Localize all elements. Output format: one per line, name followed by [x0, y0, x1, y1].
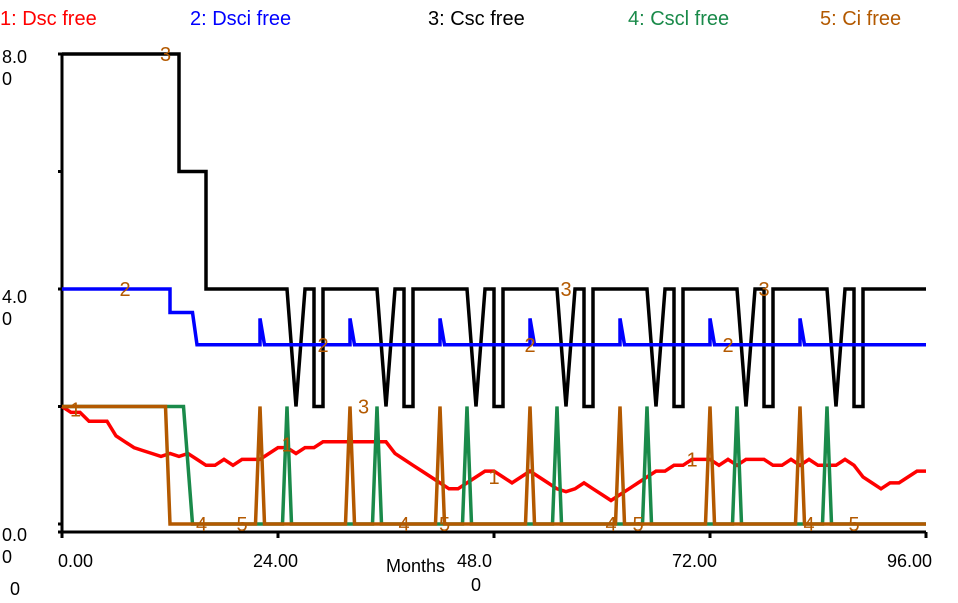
- legend-item-dsc-free: 1: Dsc free: [0, 8, 97, 30]
- series-marker-4: 4: [196, 514, 207, 536]
- legend-item-cscl-free: 4: Cscl free: [628, 8, 730, 30]
- series-marker-4: 4: [605, 514, 616, 536]
- series-marker-5: 5: [236, 514, 247, 536]
- x-tick-label-72: 72.00: [672, 551, 718, 571]
- x-tick-label-96: 96.00: [887, 551, 933, 571]
- series-marker-1: 1: [488, 467, 499, 489]
- series-marker-3: 3: [560, 279, 571, 301]
- series-line-3-csc-free: [62, 52, 926, 409]
- series-line-2-dsci-free: [62, 287, 926, 347]
- y-tick-label-4: 4.0 0: [2, 287, 28, 329]
- series-marker-5: 5: [439, 514, 450, 536]
- series-marker-5: 5: [632, 514, 643, 536]
- y-tick-label-8: 8.0 0: [2, 47, 28, 89]
- series-marker-2: 2: [317, 335, 328, 357]
- chart-series-lines: [61, 52, 926, 526]
- series-marker-2: 2: [722, 335, 733, 357]
- series-marker-2: 2: [119, 279, 130, 301]
- series-line-5-ci-free: [62, 404, 926, 526]
- series-marker-3: 3: [758, 279, 769, 301]
- legend-item-dsci-free: 2: Dsci free: [190, 8, 292, 30]
- chart-axes: [58, 52, 928, 538]
- series-marker-4: 4: [398, 514, 409, 536]
- y-tick-label-0: 0.0 0: [2, 525, 28, 567]
- series-marker-5: 5: [848, 514, 859, 536]
- x-tick-label-48: 48.0 0: [457, 551, 493, 595]
- legend-item-csc-free: 3: Csc free: [428, 8, 525, 30]
- x-tick-label-24: 24.00: [253, 551, 299, 571]
- series-marker-1: 1: [70, 399, 81, 421]
- series-line-1-dsc-free: [61, 405, 926, 503]
- series-marker-4: 4: [803, 514, 814, 536]
- series-marker-1: 1: [686, 449, 697, 471]
- x-tick-label-0: 0.00 0: [10, 551, 94, 599]
- x-axis-label: Months: [386, 556, 446, 576]
- series-marker-1: 1: [281, 435, 292, 457]
- series-marker-3: 3: [358, 397, 369, 419]
- legend-item-ci-free: 5: Ci free: [820, 8, 902, 30]
- series-marker-3: 3: [160, 44, 171, 66]
- series-marker-2: 2: [524, 335, 535, 357]
